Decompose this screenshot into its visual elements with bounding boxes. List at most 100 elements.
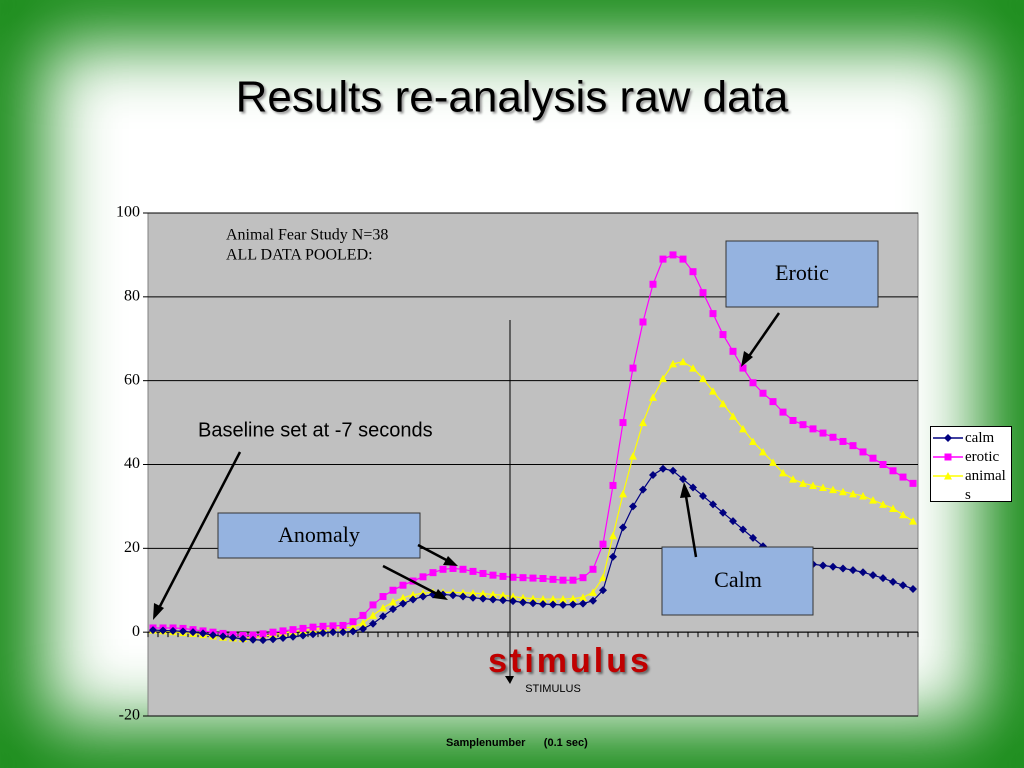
marker (399, 581, 407, 589)
legend-label: erotic (965, 449, 1000, 465)
y-tick-label: 100 (116, 204, 140, 221)
marker (859, 568, 867, 577)
marker (829, 485, 837, 494)
marker (149, 626, 157, 635)
marker (269, 628, 277, 636)
marker (369, 611, 377, 619)
arrowhead (153, 603, 164, 620)
marker (899, 510, 907, 519)
marker (459, 592, 467, 601)
marker (739, 525, 747, 534)
marker (819, 483, 827, 492)
marker (889, 467, 897, 475)
marker (539, 595, 547, 603)
marker (649, 393, 657, 401)
marker (779, 468, 787, 477)
marker (559, 600, 567, 609)
marker (579, 599, 587, 608)
marker (859, 448, 867, 456)
marker (689, 364, 697, 372)
marker (649, 280, 657, 288)
x-axis-title: Samplenumber (0.1 sec) (446, 737, 588, 749)
marker (539, 575, 547, 583)
marker (944, 434, 952, 442)
marker (609, 531, 617, 540)
arrow (382, 564, 442, 598)
marker (639, 318, 647, 326)
marker (869, 496, 877, 504)
marker (879, 500, 887, 508)
marker (489, 571, 497, 579)
annotation: Baseline set at -7 seconds (198, 419, 433, 441)
arrowhead (680, 482, 691, 498)
marker (699, 491, 707, 500)
marker (799, 421, 807, 429)
marker (849, 566, 857, 575)
marker (909, 517, 917, 525)
annotation: Animal Fear Study N=38 (226, 227, 388, 244)
marker (749, 379, 757, 387)
marker (709, 387, 717, 395)
marker (909, 584, 917, 593)
marker (749, 437, 757, 445)
y-tick-label: 60 (124, 371, 140, 388)
marker (669, 359, 677, 368)
marker (719, 508, 727, 517)
marker (349, 618, 357, 626)
marker (639, 485, 647, 494)
y-tick-label: 20 (124, 539, 140, 556)
arrow (683, 489, 698, 558)
marker (499, 596, 507, 605)
marker (669, 251, 677, 259)
marker (629, 364, 637, 372)
marker (749, 533, 757, 542)
marker (709, 310, 717, 318)
marker (609, 552, 617, 561)
marker (499, 572, 507, 580)
marker (849, 442, 857, 450)
marker (389, 605, 397, 614)
marker (419, 573, 427, 581)
marker (489, 590, 497, 598)
marker (179, 627, 187, 636)
marker (619, 419, 627, 427)
marker (579, 574, 587, 582)
marker (279, 627, 287, 635)
label-box (217, 512, 421, 559)
marker (829, 562, 837, 571)
marker (239, 634, 247, 643)
marker (679, 475, 687, 484)
marker (729, 412, 737, 420)
legend: calm erotic animals (930, 426, 1012, 503)
annotation: Animal Fear Study N=38 ALL DATA POOLED: (226, 227, 388, 264)
marker (769, 458, 777, 466)
marker (229, 633, 237, 642)
marker (299, 624, 307, 632)
marker (529, 574, 537, 582)
marker (559, 595, 567, 603)
legend-entry: erotic (931, 448, 1011, 467)
marker (269, 635, 277, 644)
marker (889, 504, 897, 513)
marker (419, 592, 427, 601)
marker (639, 418, 647, 427)
marker (469, 593, 477, 602)
marker (459, 588, 467, 597)
marker (599, 586, 607, 595)
marker (169, 626, 177, 635)
marker (944, 472, 952, 480)
arrowhead (741, 351, 753, 367)
legend-entry: calm (931, 429, 1011, 448)
marker (819, 429, 827, 437)
marker (359, 618, 367, 627)
marker (329, 628, 337, 637)
marker (609, 481, 617, 489)
marker (589, 588, 597, 596)
marker (869, 571, 877, 580)
marker (379, 593, 387, 601)
marker (569, 600, 577, 609)
marker (619, 523, 627, 532)
marker (879, 461, 887, 468)
marker (209, 631, 217, 640)
